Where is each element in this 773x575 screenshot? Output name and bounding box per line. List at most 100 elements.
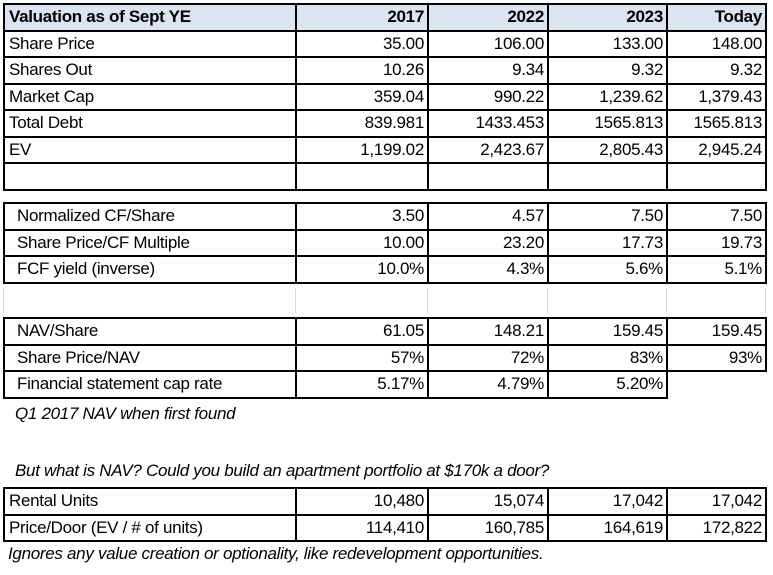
value-cell: 164,619 <box>547 513 668 542</box>
spacer-row <box>3 288 766 313</box>
spacer-cell <box>666 288 766 313</box>
row-label: Total Debt <box>3 109 297 138</box>
row-label: Normalized CF/Share <box>3 202 297 231</box>
cashflow-table: Normalized CF/Share 3.50 4.57 7.50 7.50 Share… <box>3 202 767 284</box>
value-cell: 133.00 <box>547 29 668 58</box>
value-cell: 19.73 <box>666 228 767 257</box>
table-row: EV 1,199.02 2,423.67 2,805.43 2,945.24 <box>3 135 767 164</box>
units-table: Rental Units 10,480 15,074 17,042 17,042 Pric… <box>3 487 767 542</box>
footer-note: Ignores any value creation or optionalit… <box>8 544 544 563</box>
value-cell: 17,042 <box>547 487 668 516</box>
question-note: But what is NAV? Could you build an apar… <box>15 461 550 480</box>
spacer-cell <box>427 288 548 313</box>
spacer-cell <box>547 288 667 313</box>
table-row: Financial statement cap rate 5.17% 4.79% 5.… <box>3 370 766 399</box>
value-cell: 10.26 <box>295 56 429 85</box>
value-cell: 2,945.24 <box>666 135 767 164</box>
value-cell: 10.00 <box>295 228 429 257</box>
value-cell: 83% <box>547 343 668 372</box>
table-row <box>3 162 767 191</box>
spacer-cell <box>295 288 428 313</box>
value-cell: 7.50 <box>666 202 767 231</box>
table-row: Total Debt 839.981 1433.453 1565.813 1565.81… <box>3 109 767 138</box>
table-row: FCF yield (inverse) 10.0% 4.3% 5.6% 5.1% <box>3 255 767 284</box>
row-label <box>3 162 297 191</box>
value-cell: 148.00 <box>666 29 767 58</box>
value-cell: 17,042 <box>666 487 767 516</box>
table-row: Share Price/CF Multiple 10.00 23.20 17.73 19… <box>3 228 767 257</box>
value-cell: 1565.813 <box>547 109 668 138</box>
value-cell <box>295 162 429 191</box>
row-label: Shares Out <box>3 56 297 85</box>
value-cell: 4.3% <box>427 255 549 284</box>
value-cell: 9.32 <box>547 56 668 85</box>
table-row: Share Price/NAV 57% 72% 83% 93% <box>3 343 767 372</box>
value-cell <box>547 162 668 191</box>
row-label: EV <box>3 135 297 164</box>
table-row: Normalized CF/Share 3.50 4.57 7.50 7.50 <box>3 202 767 231</box>
value-cell: 5.1% <box>666 255 767 284</box>
value-cell: 93% <box>666 343 767 372</box>
table-row: Market Cap 359.04 990.22 1,239.62 1,379.43 <box>3 82 767 111</box>
value-cell: 10,480 <box>295 487 429 516</box>
value-cell: 106.00 <box>427 29 549 58</box>
header-year: 2022 <box>427 3 549 32</box>
value-cell <box>666 162 767 191</box>
row-label: Rental Units <box>3 487 297 516</box>
table-row: Share Price 35.00 106.00 133.00 148.00 <box>3 29 767 58</box>
value-cell: 7.50 <box>547 202 668 231</box>
value-cell: 35.00 <box>295 29 429 58</box>
value-cell: 159.45 <box>547 317 668 346</box>
value-cell: 17.73 <box>547 228 668 257</box>
spacer-cell <box>3 288 296 313</box>
value-cell: 72% <box>427 343 549 372</box>
value-cell <box>667 371 766 398</box>
value-cell: 9.32 <box>666 56 767 85</box>
value-cell: 1433.453 <box>427 109 549 138</box>
value-cell: 10.0% <box>295 255 429 284</box>
header-year: Today <box>666 3 767 32</box>
value-cell: 839.981 <box>295 109 429 138</box>
row-label: Share Price <box>3 29 297 58</box>
value-cell: 1,239.62 <box>547 82 668 111</box>
row-label: Share Price/NAV <box>3 343 297 372</box>
value-cell: 159.45 <box>666 317 767 346</box>
value-cell: 15,074 <box>427 487 549 516</box>
value-cell: 5.6% <box>547 255 668 284</box>
row-label: Price/Door (EV / # of units) <box>3 513 297 542</box>
value-cell: 990.22 <box>427 82 549 111</box>
header-label: Valuation as of Sept YE <box>3 3 297 32</box>
value-cell: 3.50 <box>295 202 429 231</box>
nav-table: NAV/Share 61.05 148.21 159.45 159.45 Share Pr… <box>3 317 767 399</box>
header-year: 2023 <box>547 3 668 32</box>
table-row: Price/Door (EV / # of units) 114,410 160,7… <box>3 513 767 542</box>
value-cell: 5.17% <box>295 370 429 399</box>
value-cell: 4.79% <box>427 370 549 399</box>
value-cell: 4.57 <box>427 202 549 231</box>
table-row: NAV/Share 61.05 148.21 159.45 159.45 <box>3 317 767 346</box>
value-cell: 114,410 <box>295 513 429 542</box>
header-row: Valuation as of Sept YE 2017 2022 2023 Today <box>3 3 767 32</box>
row-label: Share Price/CF Multiple <box>3 228 297 257</box>
value-cell: 2,805.43 <box>547 135 668 164</box>
row-label: Financial statement cap rate <box>3 370 297 399</box>
valuation-table: Valuation as of Sept YE 2017 2022 2023 Today… <box>3 3 767 191</box>
value-cell: 160,785 <box>427 513 549 542</box>
value-cell: 1,379.43 <box>666 82 767 111</box>
value-cell <box>427 162 549 191</box>
value-cell: 172,822 <box>666 513 767 542</box>
table-row: Rental Units 10,480 15,074 17,042 17,042 <box>3 487 767 516</box>
value-cell: 9.34 <box>427 56 549 85</box>
row-label: Market Cap <box>3 82 297 111</box>
header-year: 2017 <box>295 3 429 32</box>
value-cell: 1,199.02 <box>295 135 429 164</box>
value-cell: 1565.813 <box>666 109 767 138</box>
value-cell: 2,423.67 <box>427 135 549 164</box>
row-label: NAV/Share <box>3 317 297 346</box>
value-cell: 359.04 <box>295 82 429 111</box>
row-label: FCF yield (inverse) <box>3 255 297 284</box>
value-cell: 23.20 <box>427 228 549 257</box>
nav-note: Q1 2017 NAV when first found <box>15 404 236 423</box>
value-cell: 61.05 <box>295 317 429 346</box>
table-row: Shares Out 10.26 9.34 9.32 9.32 <box>3 56 767 85</box>
